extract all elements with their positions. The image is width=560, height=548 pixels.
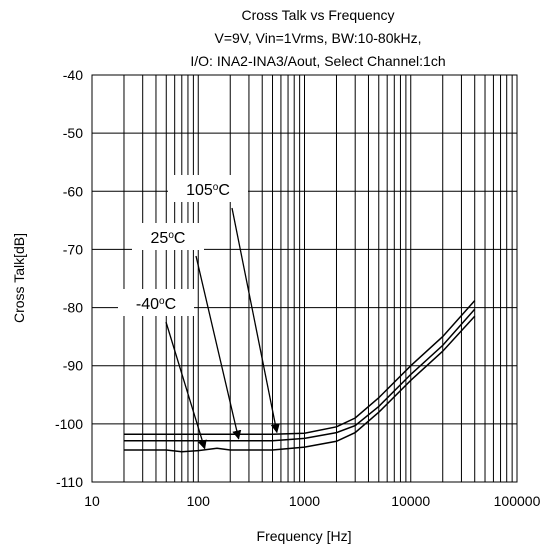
annotation-label: -40oC [136, 296, 176, 314]
annotation-arrow [165, 321, 207, 450]
y-tick-label: -80 [63, 300, 83, 316]
series-line-0 [124, 300, 476, 436]
chart-title-line-3: I/O: INA2-INA3/Aout, Select Channel:1ch [190, 53, 445, 69]
annotation-unit: C [165, 296, 177, 313]
y-tick-label: -70 [63, 241, 83, 257]
annotation-label: 105oC [186, 182, 230, 200]
annotation-arrow [195, 255, 242, 440]
annotation-arrow [231, 207, 280, 434]
annotation-value: 25 [151, 230, 169, 247]
y-tick-label: -50 [63, 125, 83, 141]
annotation-box [118, 289, 194, 316]
y-tick-label: -110 [56, 474, 83, 490]
x-tick-label: 10000 [391, 493, 430, 509]
annotation-box [168, 175, 248, 202]
chart-title-line-1: Cross Talk vs Frequency [241, 7, 394, 23]
x-tick-label: 100 [187, 493, 211, 509]
annotation-value: -40 [136, 296, 159, 313]
series-lines [124, 300, 476, 453]
annotation-degree: o [159, 296, 165, 307]
annotation-label: 25oC [151, 230, 186, 248]
annotation-degree: o [168, 230, 174, 241]
y-tick-label: -90 [63, 358, 83, 374]
x-axis-ticks: 10 100 1000 10000 100000 [84, 493, 540, 509]
y-tick-label: -100 [55, 416, 83, 432]
series-line-2 [124, 315, 476, 453]
x-tick-label: 1000 [289, 493, 320, 509]
annotation-value: 105 [186, 182, 213, 199]
series-line-1 [124, 308, 476, 442]
y-tick-label: -60 [63, 183, 83, 199]
grid [92, 75, 517, 482]
plot-frame [91, 74, 518, 483]
x-tick-label: 10 [84, 493, 100, 509]
chart-title-line-2: V=9V, Vin=1Vrms, BW:10-80kHz, [215, 30, 422, 46]
annotation-box [132, 223, 204, 250]
y-axis-label: Cross Talk[dB] [11, 233, 27, 323]
x-axis-label: Frequency [Hz] [257, 528, 352, 544]
chart-title: Cross Talk vs Frequency V=9V, Vin=1Vrms,… [190, 7, 445, 69]
y-axis-ticks: -40 -50 -60 -70 -80 -90 -100 -110 [55, 67, 83, 490]
y-tick-label: -40 [63, 67, 83, 83]
annotation-unit: C [218, 182, 230, 199]
x-tick-label: 100000 [494, 493, 541, 509]
annotation-unit: C [174, 230, 186, 247]
annotation-degree: o [213, 182, 219, 193]
